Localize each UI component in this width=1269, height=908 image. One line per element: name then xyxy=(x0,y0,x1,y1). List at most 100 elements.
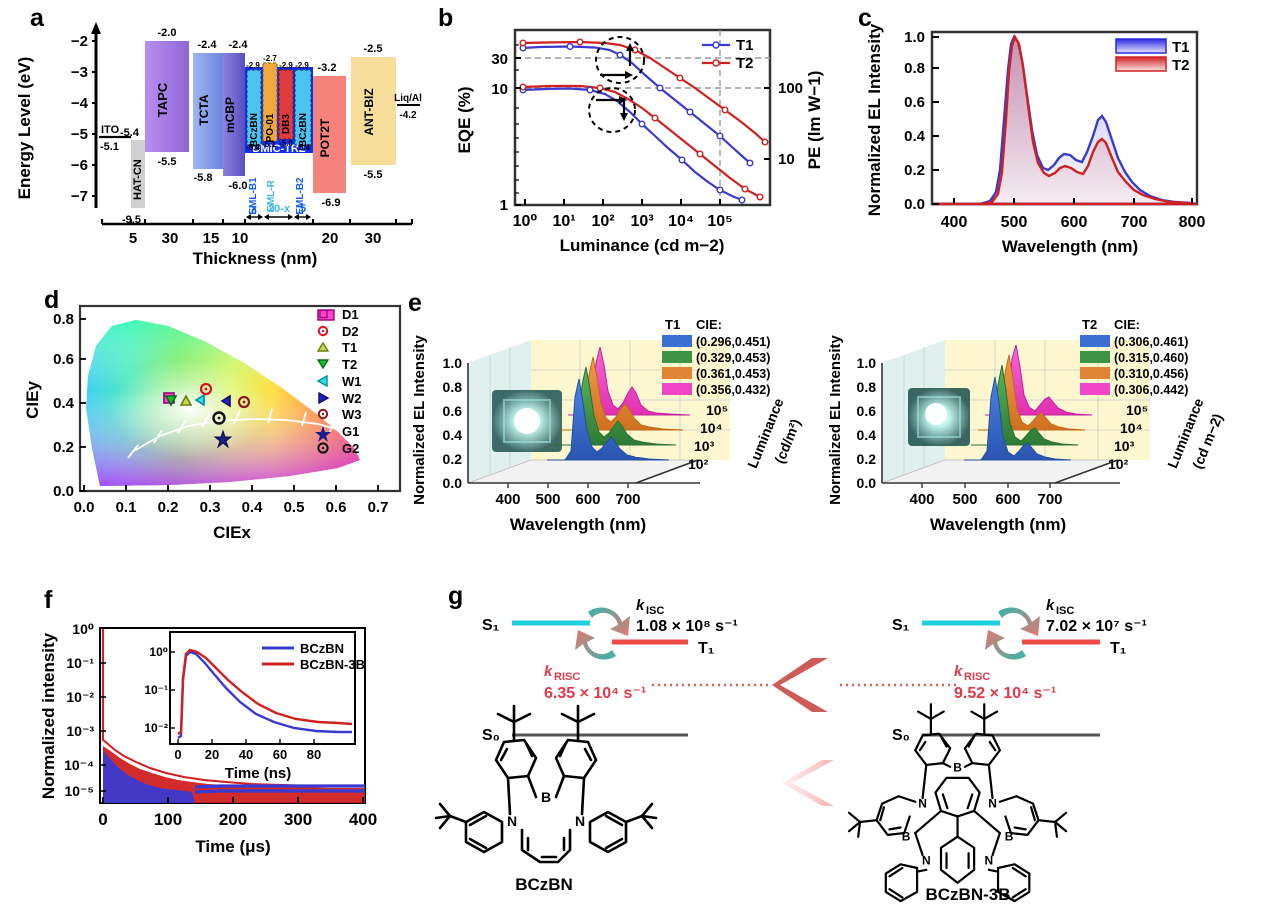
e-r-y3: 0.6 xyxy=(857,403,877,419)
d-xtick-03: 0.3 xyxy=(200,499,221,516)
e-l-x400: 400 xyxy=(495,491,520,508)
panel-f-ylabel: Normalized intensity xyxy=(39,632,58,799)
e-r-x400: 400 xyxy=(909,491,934,508)
legend-d-t1: T1 xyxy=(342,340,357,355)
e-right-y-axis: 0.0 0.2 0.4 0.6 0.8 1.0 Normalized EL In… xyxy=(827,334,883,505)
legend-c-t2: T2 xyxy=(1172,57,1190,74)
g-right-krisc-k: k xyxy=(954,663,963,680)
e-left-xlabel: Wavelength (nm) xyxy=(510,515,646,534)
e-l-y2: 0.4 xyxy=(443,427,463,443)
e-right-ylabel: Normalized EL Intensity xyxy=(827,334,844,504)
panel-a-ylabel: Energy Level (eV) xyxy=(15,57,34,200)
g-right-t1-label: T₁ xyxy=(1110,640,1127,657)
e-l-x600: 600 xyxy=(575,491,600,508)
c-ytick-08: 0.8 xyxy=(904,60,925,77)
tcta-homo: -5.8 xyxy=(194,172,213,184)
eml-r-label: EML-R xyxy=(266,179,277,211)
panel-g: g S₁ T₁ k ISC 1.08 × 10⁸ s⁻¹ k RI xyxy=(434,580,1269,908)
c-ytick-06: 0.6 xyxy=(904,94,925,111)
eml-5: 5 xyxy=(300,203,306,215)
e-right-legend: T2 CIE: (0.306,0.461) (0.315,0.460) (0.3… xyxy=(1080,317,1188,397)
bczbn-b2-homo: -5.4 xyxy=(296,143,310,152)
e-l-z5: 10⁵ xyxy=(706,402,728,418)
e-left-spectra xyxy=(547,346,691,461)
curve-eqe-t2 xyxy=(522,40,766,143)
panel-g-diagram: S₁ T₁ k ISC 1.08 × 10⁸ s⁻¹ k RISC 6.35 ×… xyxy=(434,597,1147,904)
eml-labels: EML-B1 EML-R EML-B2 xyxy=(248,177,306,215)
e-right-x-axis: 400 500 600 700 Wavelength (nm) xyxy=(882,482,1120,534)
e-left-y-axis: 0.0 0.2 0.4 0.6 0.8 1.0 Normalized EL In… xyxy=(411,334,469,505)
legend-d-d2: D2 xyxy=(342,324,359,339)
e-r-z5: 10⁵ xyxy=(1126,402,1148,418)
legend-d-w1: W1 xyxy=(342,374,362,389)
panel-a: a −2 −3 −4 −5 −6 −7 Energy Level xyxy=(0,0,422,268)
g-left-kisc-value: 1.08 × 10⁸ s⁻¹ xyxy=(636,618,738,635)
f-ins-x0: 0 xyxy=(174,747,181,762)
svg-text:−5: −5 xyxy=(71,126,88,143)
e-l-x700: 700 xyxy=(615,491,640,508)
xtick-30a: 30 xyxy=(162,230,179,247)
svg-text:−3: −3 xyxy=(71,64,88,81)
panel-b-xlabel: Luminance (cd m−2) xyxy=(560,236,725,255)
xtick-e2: 10² xyxy=(591,213,614,230)
mcbp-name: mCBP xyxy=(223,97,237,133)
e-left-cie-1: (0.296,0.451) xyxy=(696,335,770,349)
legend-d-g1: G1 xyxy=(342,424,359,439)
g-right-kisc-value: 7.02 × 10⁷ s⁻¹ xyxy=(1046,618,1147,635)
e-l-z4: 10⁴ xyxy=(700,420,723,436)
e-r-x700: 700 xyxy=(1037,491,1062,508)
po01-name: PO-01 xyxy=(265,113,276,142)
panel-f-label: f xyxy=(44,586,53,614)
g-right-s1-label: S₁ xyxy=(892,617,910,634)
panel-b-ylabel-left: EQE (%) xyxy=(455,86,474,153)
f-ins-x20: 20 xyxy=(205,747,219,762)
g-left-krisc-k: k xyxy=(544,663,553,680)
e-right-cie-2: (0.315,0.460) xyxy=(1114,351,1188,365)
c-ytick-10: 1.0 xyxy=(904,29,925,46)
g-right-kisc-text: k ISC 7.02 × 10⁷ s⁻¹ xyxy=(1046,597,1147,635)
panel-f-xlabel: Time (μs) xyxy=(195,837,270,856)
marker-g2 xyxy=(212,411,226,425)
panel-c: c 0.0 0.2 0.4 0.6 0.8 1.0 xyxy=(840,0,1269,265)
layer-liq-al: Liq/Al -4.2 xyxy=(394,93,422,121)
ytick-30: 30 xyxy=(491,51,508,68)
f-ins-y0: 10⁰ xyxy=(149,645,168,659)
xtick-15: 15 xyxy=(203,230,220,247)
e-l-z2: 10² xyxy=(688,456,709,472)
g-right-kisc-sub: ISC xyxy=(1056,605,1074,617)
layer-pot2t: POT2T -3.2 -6.9 xyxy=(313,62,346,209)
panel-b-chart: 30 10 1 EQE (%) 100 10 xyxy=(455,28,824,255)
legend-b-t2: T2 xyxy=(736,55,754,72)
d-ytick-08: 0.8 xyxy=(53,311,74,328)
panel-b-y-right: 100 10 PE (lm W−1) xyxy=(764,71,824,169)
panel-d-chart: D1 D2 T1 T2 W1 W2 W3 G1 G2 0.0 0.2 0.4 0… xyxy=(23,304,402,542)
bczbn3b-name-label: BCzBN-3B xyxy=(926,885,1011,904)
layer-ito: ITO -5.1 xyxy=(99,124,131,153)
e-r-y5: 1.0 xyxy=(857,355,877,371)
f-y-e0: 10⁰ xyxy=(72,621,94,637)
e-r-x600: 600 xyxy=(995,491,1020,508)
bczbn3b-n-botright: N xyxy=(985,853,994,867)
d-xtick-06: 0.6 xyxy=(326,499,347,516)
f-inset: 10⁰ 10⁻¹ 10⁻² 0 20 40 60 80 Time (ns) xyxy=(144,631,365,782)
g-right-krisc-value: 9.52 × 10⁴ s⁻¹ xyxy=(954,685,1056,702)
bczbn-b1-name: BCzBN xyxy=(249,113,260,147)
panel-c-xlabel: Wavelength (nm) xyxy=(1002,237,1138,256)
db3-lumo: -2.9 xyxy=(279,61,293,70)
d-xtick-05: 0.5 xyxy=(284,499,305,516)
e-left-cie-2: (0.329,0.453) xyxy=(696,351,770,365)
xtick-e3: 10³ xyxy=(630,213,653,230)
markers-t1 xyxy=(519,43,754,204)
marker-t2 xyxy=(164,395,178,407)
f-legend-bczbn: BCzBN xyxy=(300,641,344,656)
tapc-name: TAPC xyxy=(155,82,170,117)
liq-al-label: Liq/Al xyxy=(394,93,422,104)
panel-c-x-axis: 400 500 600 700 800 Wavelength (nm) xyxy=(941,198,1205,256)
xtick-e5: 10⁵ xyxy=(707,213,732,230)
g-right-krisc-sub: RISC xyxy=(964,671,990,683)
f-trace-t1 xyxy=(103,628,365,803)
e-l-y3: 0.6 xyxy=(443,403,463,419)
c-ytick-0: 0.0 xyxy=(904,196,925,213)
tcta-name: TCTA xyxy=(197,94,211,125)
c-xtick-400: 400 xyxy=(941,214,968,231)
